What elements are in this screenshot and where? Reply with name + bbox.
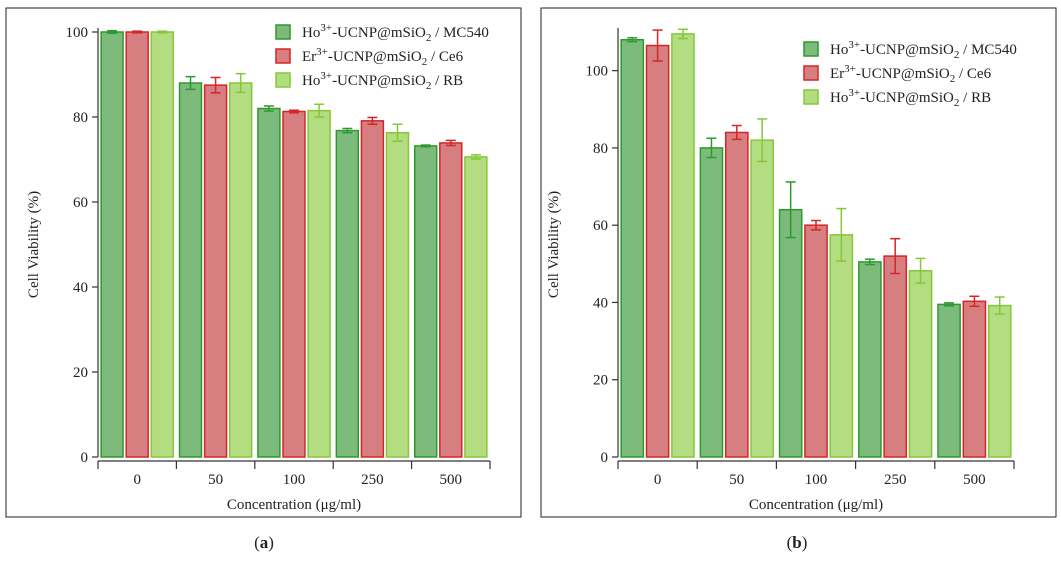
legend-swatch	[275, 24, 291, 40]
bar	[671, 33, 695, 458]
legend-label: Ho3+-UCNP@mSiO2 / RB	[830, 87, 991, 109]
bar	[228, 82, 253, 458]
x-tick-label: 50	[729, 472, 744, 488]
legend-label: Er3+-UCNP@mSiO2 / Ce6	[302, 46, 464, 68]
bar	[203, 84, 228, 458]
bar	[257, 107, 281, 458]
x-axis-title: Concentration (μg/ml)	[749, 497, 883, 513]
y-tick-label: 100	[586, 64, 609, 80]
x-tick-label: 250	[361, 472, 384, 488]
bar	[282, 110, 306, 458]
x-tick-label: 0	[654, 472, 662, 488]
bar	[883, 255, 908, 458]
x-tick-label: 100	[805, 472, 828, 488]
y-tick-label: 0	[601, 450, 609, 466]
y-tick-label: 100	[66, 25, 89, 41]
panel-b-label: (b)	[787, 533, 808, 552]
bar	[829, 234, 854, 458]
x-tick-label: 500	[440, 472, 463, 488]
y-tick-label: 20	[73, 365, 88, 381]
bar	[178, 82, 203, 458]
bar	[385, 131, 410, 458]
bar	[908, 270, 933, 458]
legend-label: Ho3+-UCNP@mSiO2 / MC540	[302, 22, 489, 44]
legend-swatch	[275, 72, 291, 88]
bar	[699, 147, 724, 458]
y-tick-label: 80	[73, 110, 88, 126]
bar	[100, 31, 124, 458]
bar	[125, 31, 149, 458]
bar	[413, 145, 438, 458]
x-tick-label: 50	[208, 472, 223, 488]
legend-swatch	[275, 48, 291, 64]
plot-b: 0 20 40 60 80 100 0 50 100 250 500 Concentration (μ…	[546, 28, 1017, 513]
legend-swatch	[803, 65, 819, 81]
panel-a-label: (a)	[254, 533, 274, 552]
bar	[335, 129, 360, 458]
y-tick-label: 20	[593, 373, 608, 389]
x-tick-label: 100	[283, 472, 306, 488]
y-axis-title: Cell Viability (%)	[546, 191, 562, 298]
legend-label: Ho3+-UCNP@mSiO2 / MC540	[830, 39, 1017, 61]
bar	[804, 224, 828, 458]
y-tick-label: 40	[73, 280, 88, 296]
bar	[937, 303, 961, 458]
y-tick-label: 60	[593, 218, 608, 234]
bar	[307, 109, 331, 458]
y-axis-title: Cell Viability (%)	[26, 191, 42, 298]
x-tick-label: 0	[133, 472, 141, 488]
legend-swatch	[803, 41, 819, 57]
bar	[620, 38, 645, 458]
x-tick-label: 500	[963, 472, 986, 488]
bar	[750, 139, 774, 458]
panel-a: 0 20 40 60 80 100 0 50 100 250 500 Concentration (μ…	[5, 7, 522, 552]
panel-a-frame	[5, 7, 522, 518]
bar	[150, 31, 175, 458]
plot-a: 0 20 40 60 80 100 0 50 100 250 500 Concentration (μ…	[26, 22, 491, 513]
x-axis-title: Concentration (μg/ml)	[227, 497, 361, 513]
legend-label: Ho3+-UCNP@mSiO2 / RB	[302, 70, 463, 92]
bar	[987, 304, 1012, 458]
x-tick-label: 250	[884, 472, 907, 488]
legend-swatch	[803, 89, 819, 105]
legend-label: Er3+-UCNP@mSiO2 / Ce6	[830, 63, 992, 85]
panel-b: 0 20 40 60 80 100 0 50 100 250 500 Concentration (μ…	[540, 7, 1057, 552]
bar	[464, 156, 488, 458]
y-tick-label: 60	[73, 195, 88, 211]
bar	[724, 131, 749, 458]
panel-b-frame	[540, 7, 1057, 518]
y-tick-label: 40	[593, 295, 608, 311]
bar	[439, 142, 463, 458]
y-tick-label: 0	[81, 450, 89, 466]
bar	[645, 44, 670, 458]
bar	[962, 300, 987, 458]
bar	[858, 261, 882, 458]
bar	[778, 208, 803, 458]
y-tick-label: 80	[593, 141, 608, 157]
bar	[360, 120, 385, 458]
